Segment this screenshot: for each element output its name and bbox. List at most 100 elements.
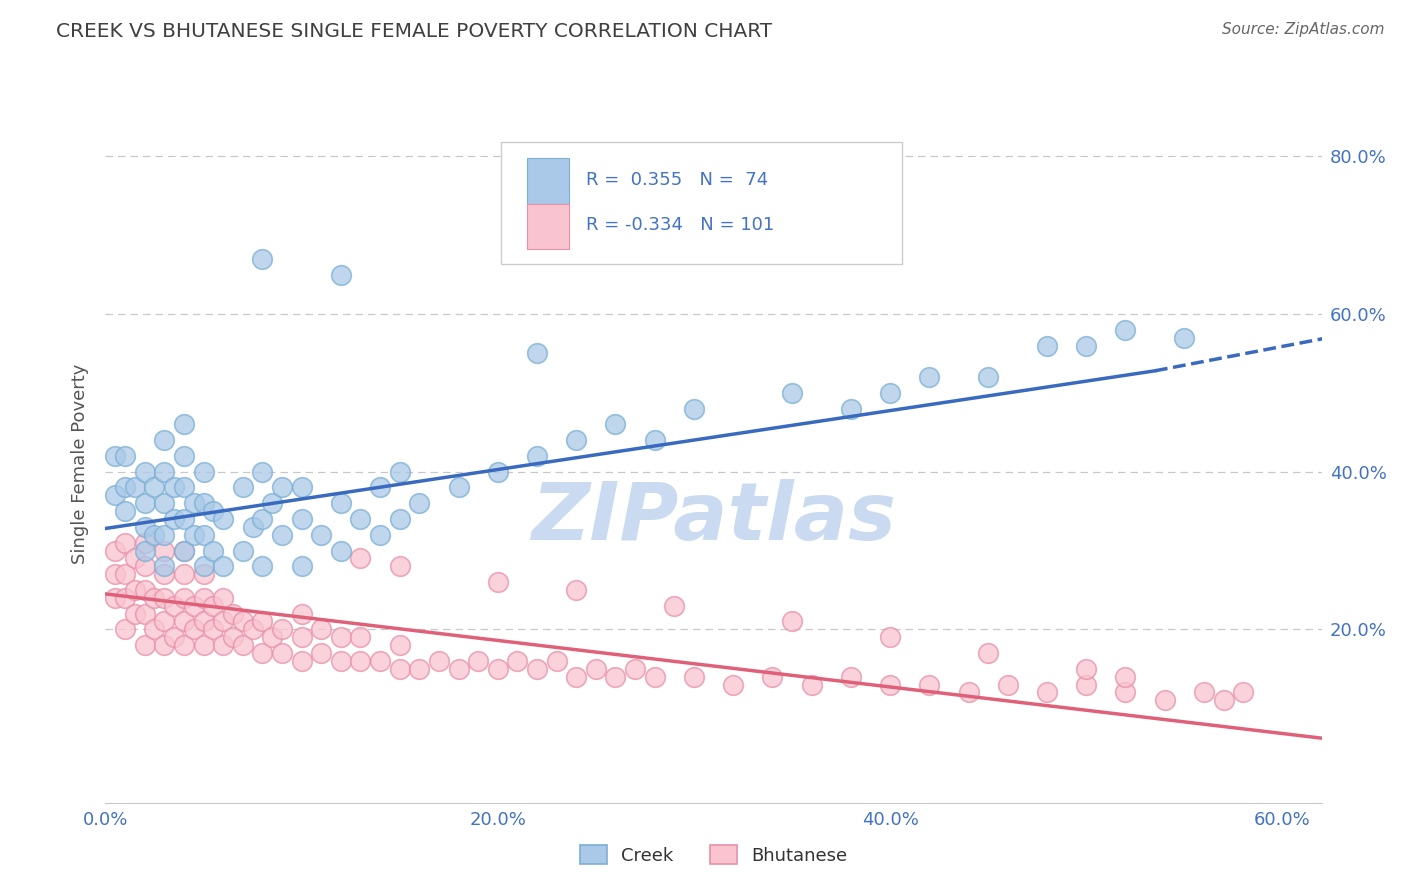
Point bbox=[173, 638, 195, 652]
Point bbox=[134, 638, 156, 652]
Point bbox=[368, 654, 391, 668]
Point bbox=[134, 520, 156, 534]
Point bbox=[1076, 662, 1098, 676]
Point bbox=[388, 512, 411, 526]
Point bbox=[134, 543, 156, 558]
Point bbox=[388, 559, 411, 574]
Point bbox=[291, 481, 314, 495]
Point bbox=[252, 615, 274, 629]
Point bbox=[252, 559, 274, 574]
Point bbox=[565, 670, 588, 684]
Point bbox=[800, 677, 823, 691]
Point bbox=[193, 638, 215, 652]
Point bbox=[262, 630, 284, 644]
Point bbox=[291, 512, 314, 526]
Point bbox=[134, 582, 156, 597]
Point bbox=[879, 677, 901, 691]
Point bbox=[957, 685, 980, 699]
Point bbox=[193, 591, 215, 605]
Point bbox=[153, 559, 176, 574]
Point bbox=[153, 591, 176, 605]
Point bbox=[212, 591, 235, 605]
Point bbox=[124, 551, 146, 566]
Point bbox=[918, 370, 941, 384]
Point bbox=[839, 401, 862, 416]
Point bbox=[163, 599, 186, 613]
Point bbox=[1232, 685, 1254, 699]
Point bbox=[212, 615, 235, 629]
Point bbox=[114, 623, 136, 637]
Point bbox=[202, 623, 225, 637]
Point bbox=[153, 543, 176, 558]
Point bbox=[232, 615, 254, 629]
Point bbox=[879, 385, 901, 400]
Point bbox=[329, 630, 352, 644]
Point bbox=[143, 591, 166, 605]
Point bbox=[605, 417, 627, 432]
Point bbox=[309, 623, 332, 637]
Point bbox=[153, 528, 176, 542]
Text: R =  0.355   N =  74: R = 0.355 N = 74 bbox=[586, 171, 768, 189]
Text: Source: ZipAtlas.com: Source: ZipAtlas.com bbox=[1222, 22, 1385, 37]
Text: CREEK VS BHUTANESE SINGLE FEMALE POVERTY CORRELATION CHART: CREEK VS BHUTANESE SINGLE FEMALE POVERTY… bbox=[56, 22, 772, 41]
Point bbox=[183, 528, 205, 542]
Point bbox=[153, 567, 176, 582]
Point bbox=[683, 670, 706, 684]
Point bbox=[526, 662, 548, 676]
Point bbox=[163, 481, 186, 495]
Point bbox=[1036, 685, 1059, 699]
Point bbox=[349, 512, 371, 526]
Point bbox=[1114, 323, 1136, 337]
Point bbox=[183, 599, 205, 613]
Point bbox=[1036, 338, 1059, 352]
Point bbox=[163, 512, 186, 526]
Point bbox=[153, 638, 176, 652]
Point bbox=[408, 662, 430, 676]
FancyBboxPatch shape bbox=[527, 203, 569, 249]
Point bbox=[329, 654, 352, 668]
Point bbox=[262, 496, 284, 510]
Point bbox=[193, 496, 215, 510]
Point bbox=[104, 488, 127, 502]
Point bbox=[1192, 685, 1215, 699]
Point bbox=[104, 567, 127, 582]
Point bbox=[329, 268, 352, 282]
Point bbox=[879, 630, 901, 644]
Point bbox=[202, 599, 225, 613]
Point bbox=[368, 481, 391, 495]
Point bbox=[114, 481, 136, 495]
Point bbox=[104, 543, 127, 558]
Point bbox=[1153, 693, 1175, 707]
Point bbox=[291, 630, 314, 644]
Point bbox=[1076, 338, 1098, 352]
Point bbox=[644, 433, 666, 447]
Point bbox=[271, 646, 294, 660]
Point bbox=[252, 465, 274, 479]
Point bbox=[368, 528, 391, 542]
Point bbox=[232, 638, 254, 652]
Point bbox=[761, 670, 783, 684]
Point bbox=[721, 677, 744, 691]
Point bbox=[565, 582, 588, 597]
Point bbox=[193, 528, 215, 542]
Point bbox=[644, 670, 666, 684]
Point bbox=[683, 401, 706, 416]
Point bbox=[585, 662, 607, 676]
Point bbox=[163, 630, 186, 644]
Point bbox=[242, 623, 264, 637]
Point bbox=[104, 449, 127, 463]
Point bbox=[114, 591, 136, 605]
Point bbox=[134, 496, 156, 510]
Point bbox=[291, 559, 314, 574]
Point bbox=[427, 654, 450, 668]
Point bbox=[252, 646, 274, 660]
Point bbox=[309, 528, 332, 542]
Point bbox=[124, 582, 146, 597]
Point bbox=[664, 599, 686, 613]
Point bbox=[173, 417, 195, 432]
Point bbox=[291, 654, 314, 668]
Point bbox=[780, 385, 803, 400]
Point bbox=[329, 496, 352, 510]
Point bbox=[104, 591, 127, 605]
Point bbox=[124, 481, 146, 495]
